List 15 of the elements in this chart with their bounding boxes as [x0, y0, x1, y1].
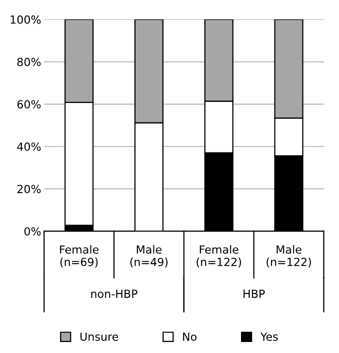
x-tick-label: Female (n=69)	[60, 245, 99, 268]
y-tick-label: 40%	[17, 142, 41, 151]
x-tick-label: Male (n=122)	[266, 245, 311, 268]
y-tick-label: 100%	[10, 15, 41, 24]
x-tick-label: Male (n=49)	[130, 245, 168, 268]
y-tick-label: 20%	[17, 184, 41, 194]
y-tick-label: 0%	[24, 227, 41, 236]
legend-label: No	[183, 332, 196, 341]
legend-label: Yes	[260, 332, 278, 341]
legend-label: Unsure	[80, 332, 118, 341]
x-tick-label: Female (n=122)	[196, 245, 242, 268]
y-tick-label: 60%	[17, 100, 41, 109]
y-tick-label: 80%	[17, 58, 41, 66]
text: HBP	[244, 290, 265, 298]
text: non-HBP	[91, 290, 138, 298]
